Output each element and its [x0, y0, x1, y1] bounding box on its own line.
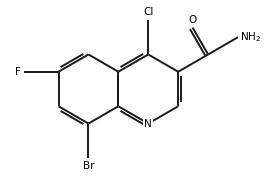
- Text: Cl: Cl: [143, 7, 153, 17]
- Text: F: F: [15, 67, 21, 77]
- Text: O: O: [188, 15, 197, 25]
- Text: NH$_2$: NH$_2$: [240, 30, 261, 44]
- Text: Br: Br: [83, 161, 94, 171]
- Text: N: N: [144, 119, 152, 129]
